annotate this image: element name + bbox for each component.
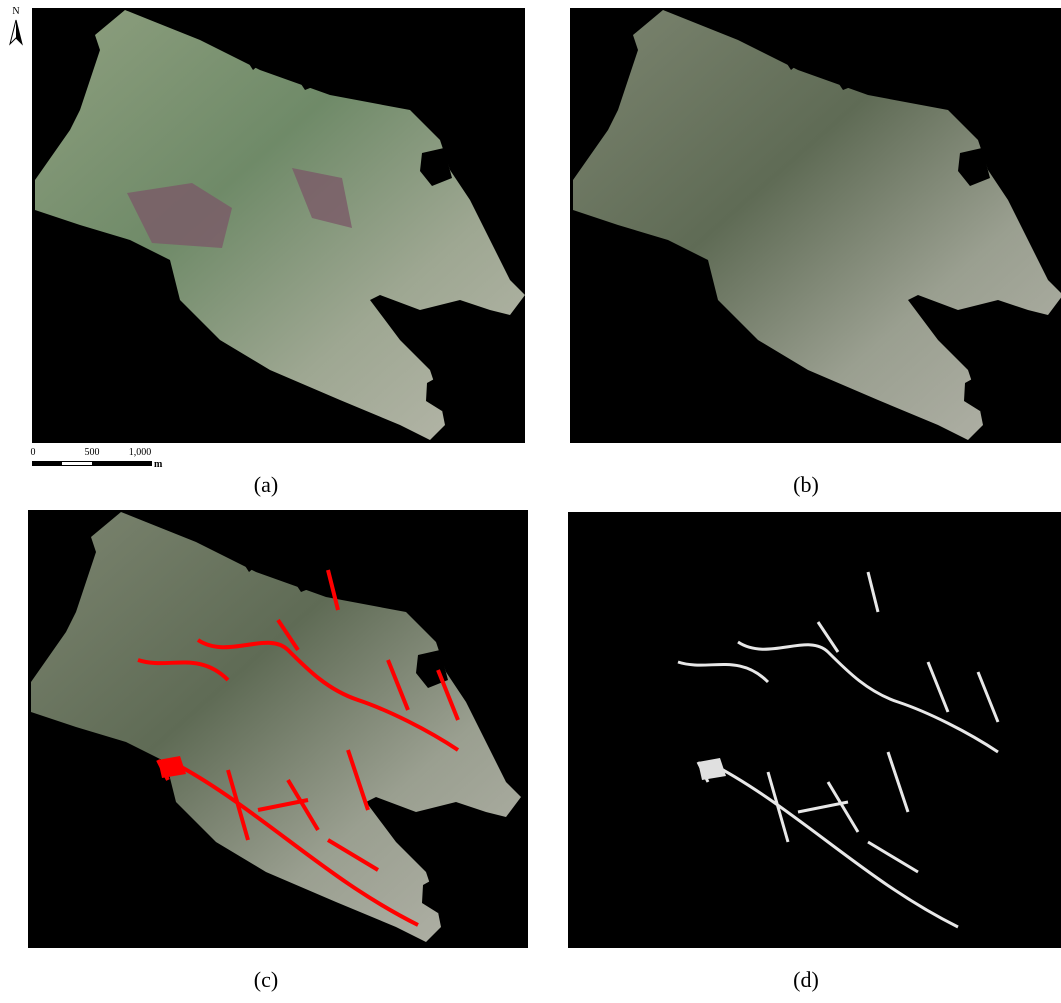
panel-label: (c) — [254, 967, 278, 992]
panel-b — [570, 8, 1061, 443]
north-label: N — [12, 6, 19, 17]
image-background — [568, 512, 1061, 948]
panel-label: (a) — [254, 472, 278, 497]
panel-d — [568, 512, 1061, 948]
panel-a — [32, 8, 525, 443]
scale-tick: 500 — [85, 447, 100, 458]
scale-tick: 0 — [31, 447, 36, 458]
panel-label: (b) — [793, 472, 819, 497]
panel-c — [28, 510, 528, 948]
scale-tick: 1,000 — [129, 447, 152, 458]
panel-label: (d) — [793, 967, 819, 992]
figure: (a) N 0 500 1,000 m (b) (c) (d) — [0, 0, 1061, 1003]
scale-unit: m — [154, 459, 163, 470]
north-arrow-half — [16, 20, 22, 44]
scale-bar-segment — [62, 462, 92, 465]
